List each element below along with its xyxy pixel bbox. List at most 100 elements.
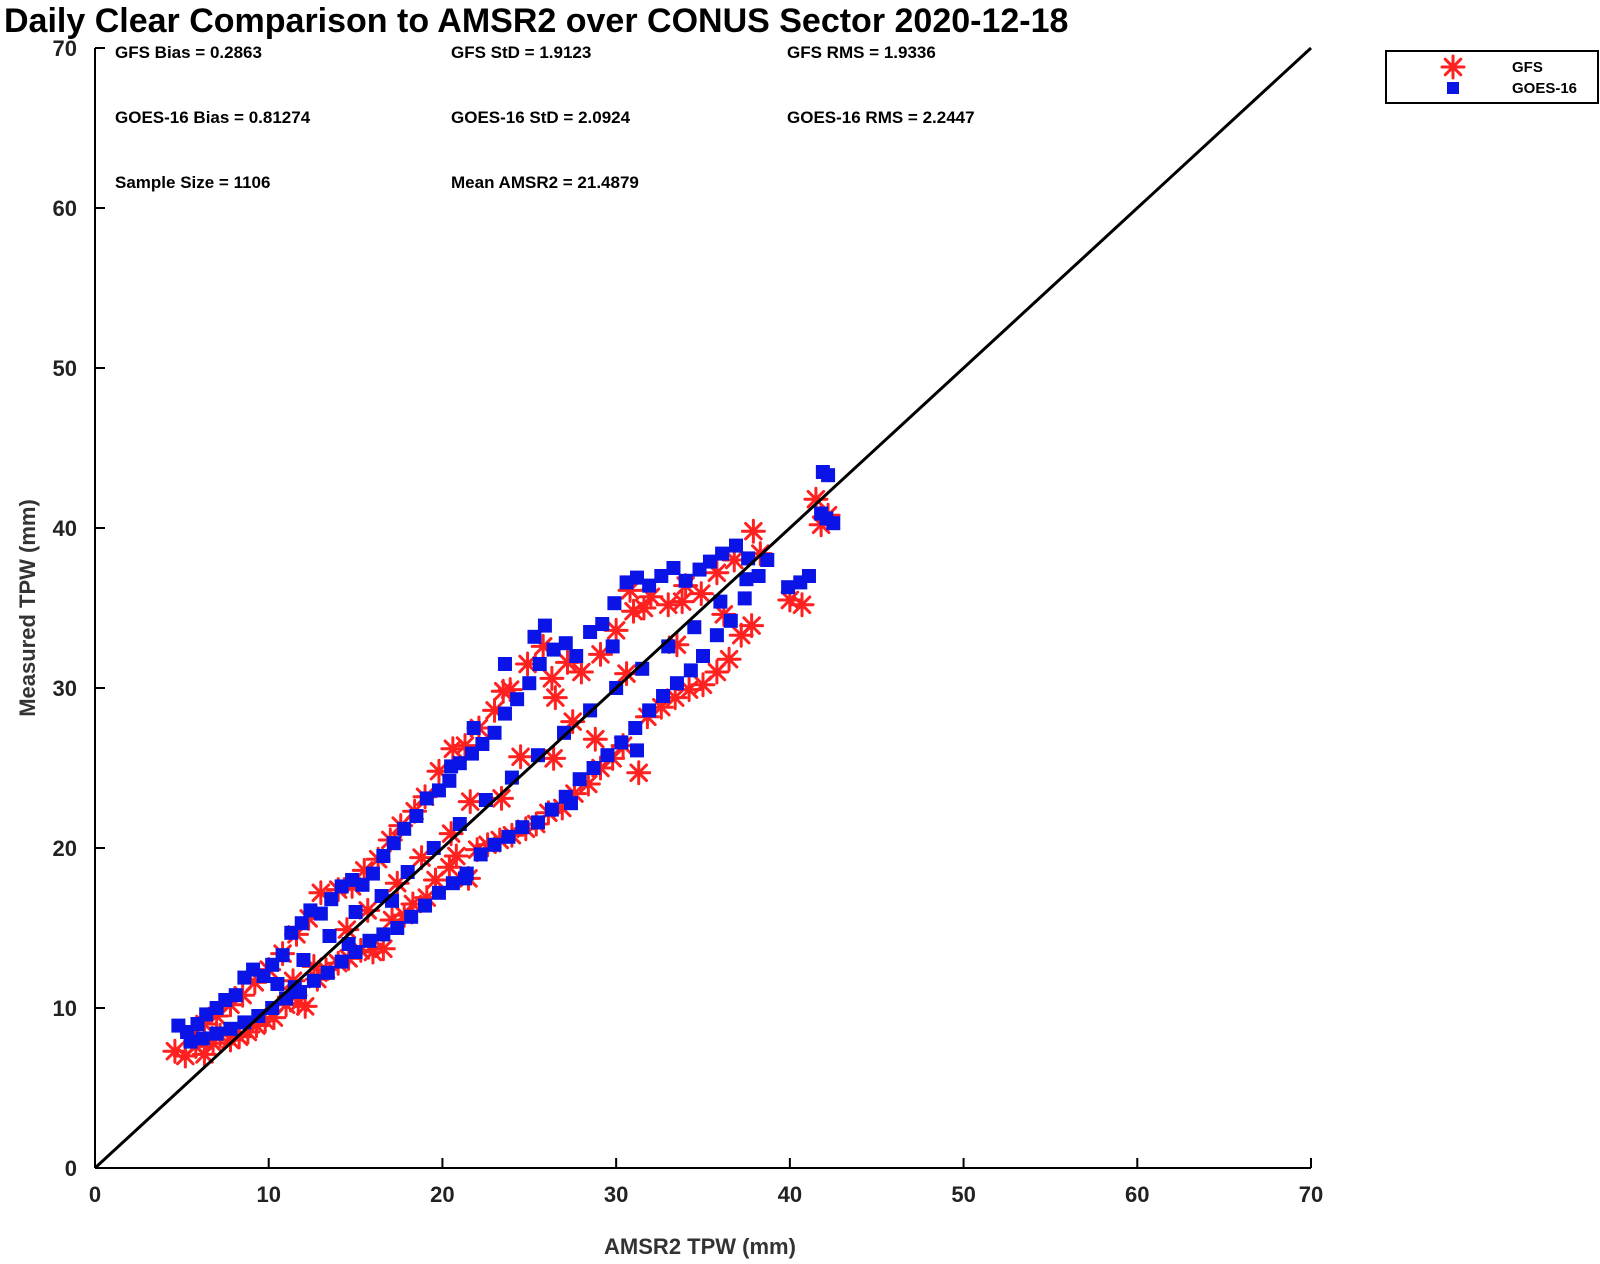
x-tick-label: 70 <box>1299 1182 1323 1207</box>
y-tick-label: 70 <box>53 36 77 61</box>
goes16-point <box>537 618 552 633</box>
y-tick-label: 30 <box>53 676 77 701</box>
chart-title: Daily Clear Comparison to AMSR2 over CON… <box>4 2 1068 40</box>
goes16-point <box>497 657 512 671</box>
stat-mean-amsr2: Mean AMSR2 = 21.4879 <box>451 173 639 192</box>
goes16-point <box>397 821 412 836</box>
gfs-point <box>539 665 565 691</box>
goes16-point <box>739 572 754 587</box>
goes16-point <box>557 725 572 740</box>
goes16-point <box>322 929 337 943</box>
goes16-point <box>376 849 391 863</box>
goes16-point <box>723 613 738 628</box>
one-to-one-line <box>93 46 1313 1170</box>
stat-gfs-rms: GFS RMS = 1.9336 <box>787 43 936 62</box>
goes16-point <box>669 676 684 691</box>
y-tick-label: 20 <box>53 836 77 861</box>
gfs-point <box>716 646 742 672</box>
stat-goes-bias: GOES-16 Bias = 0.81274 <box>115 108 311 127</box>
y-tick-label: 60 <box>53 196 77 221</box>
goes16-point <box>563 796 578 811</box>
x-tick-label: 10 <box>256 1182 280 1207</box>
goes16-point <box>781 580 796 595</box>
goes16-point <box>195 1031 210 1046</box>
gfs-point <box>292 993 318 1019</box>
goes16-point <box>642 703 657 718</box>
gfs-point <box>614 661 640 687</box>
x-tick-label: 60 <box>1125 1182 1149 1207</box>
goes16-point <box>709 628 724 643</box>
plot-frame <box>94 48 1311 1169</box>
goes16-point <box>530 815 545 830</box>
goes16-point <box>696 649 710 663</box>
goes16-point <box>355 877 370 892</box>
gfs-point <box>488 785 514 811</box>
stat-goes-std: GOES-16 StD = 2.0924 <box>451 108 631 127</box>
goes16-point <box>544 802 559 817</box>
goes16-point <box>348 905 363 919</box>
goes16-point <box>713 594 728 609</box>
goes16-point <box>654 569 669 583</box>
goes16-point <box>737 591 752 606</box>
x-tick-label: 50 <box>951 1182 975 1207</box>
gfs-point <box>440 736 466 762</box>
gfs-point <box>582 726 608 752</box>
goes16-point <box>418 898 433 913</box>
legend-gfs-label: GFS <box>1512 59 1543 76</box>
gfs-point <box>739 613 765 639</box>
goes16-point <box>510 692 525 707</box>
goes16-point <box>683 663 698 678</box>
goes16-point <box>546 642 561 657</box>
gfs-point <box>541 745 567 771</box>
goes16-point <box>404 909 419 924</box>
gfs-point <box>370 936 396 962</box>
goes16-point <box>320 965 335 980</box>
goes16-point <box>605 639 620 654</box>
goes16-point <box>614 735 629 750</box>
gfs-point <box>542 685 568 711</box>
goes16-point <box>527 629 542 644</box>
goes16-point <box>376 927 391 942</box>
goes16-point <box>419 791 434 806</box>
goes16-point <box>558 636 573 651</box>
goes16-point <box>409 809 424 823</box>
goes16-point <box>501 829 516 844</box>
goes16-point <box>666 561 681 575</box>
goes16-point <box>595 617 610 631</box>
goes16-point <box>497 706 512 721</box>
y-axis-ticks: 0 10 20 30 40 50 60 70 <box>53 36 105 1181</box>
stat-gfs-bias: GFS Bias = 0.2863 <box>115 43 262 62</box>
goes16-point <box>532 657 547 671</box>
gfs-point <box>457 789 483 815</box>
goes16-point <box>341 937 356 951</box>
x-tick-label: 30 <box>604 1182 628 1207</box>
goes16-point <box>487 725 502 740</box>
goes16-point <box>687 620 702 635</box>
goes16-point <box>256 969 271 983</box>
goes16-point <box>445 876 460 891</box>
legend-goes16-label: GOES-16 <box>1512 80 1577 97</box>
goes16-point <box>223 1021 238 1036</box>
goes16-point <box>801 569 816 583</box>
goes16-point <box>270 977 285 991</box>
gfs-point <box>803 486 829 512</box>
goes16-point <box>629 570 644 585</box>
goes16-point <box>572 772 587 787</box>
gfs-point <box>789 592 815 618</box>
legend-asterisk-icon <box>1440 54 1466 80</box>
goes16-point <box>656 689 671 703</box>
goes16-point <box>296 953 311 967</box>
legend-box <box>1385 50 1599 104</box>
goes16-point <box>569 649 584 663</box>
gfs-point <box>490 678 516 704</box>
goes16-point <box>515 820 530 835</box>
goes16-point <box>444 759 459 774</box>
gfs-point <box>443 843 469 869</box>
goes16-point <box>702 554 717 569</box>
goes16-point <box>522 676 537 691</box>
goes16-point <box>390 921 405 935</box>
x-axis-label: AMSR2 TPW (mm) <box>604 1234 796 1259</box>
goes16-point <box>586 761 601 775</box>
goes16-point <box>715 546 730 561</box>
